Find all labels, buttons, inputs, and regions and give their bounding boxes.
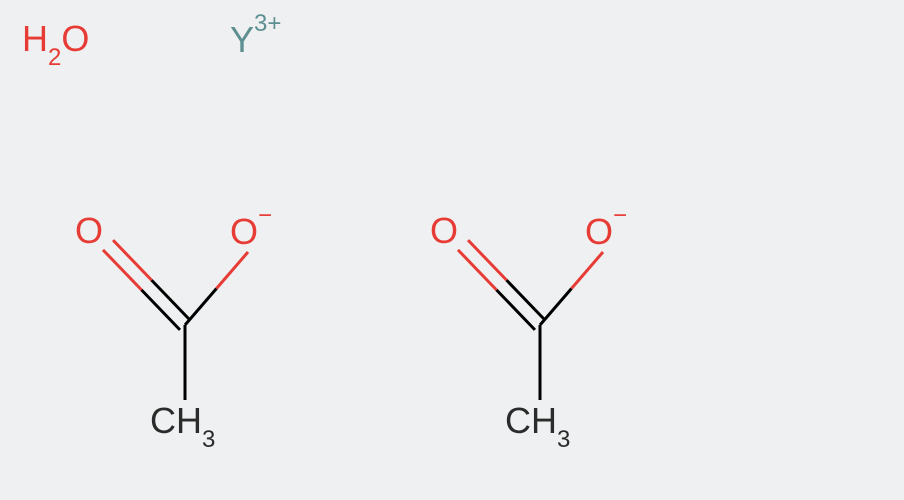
acetate2-ch3: CH3 xyxy=(505,400,570,448)
o-neg-charge: − xyxy=(258,202,272,229)
water-h: H xyxy=(22,18,48,59)
yttrium-charge: 3+ xyxy=(254,10,281,37)
acetate1-o-dbl: O xyxy=(75,210,103,252)
water-label: H2O xyxy=(22,18,89,66)
o-neg-charge-2: − xyxy=(613,202,627,229)
water-o: O xyxy=(61,18,89,59)
acetate1-ch3: CH3 xyxy=(150,400,215,448)
acetate2-o-neg: O− xyxy=(585,210,627,253)
ch3-sub: 3 xyxy=(202,426,215,453)
yttrium-label: Y3+ xyxy=(230,18,281,61)
o-neg-text: O xyxy=(230,211,258,252)
yttrium-symbol: Y xyxy=(230,19,254,60)
o-neg-text-2: O xyxy=(585,211,613,252)
ch3-sub-2: 3 xyxy=(557,426,570,453)
acetate2-o-dbl: O xyxy=(430,210,458,252)
acetate1-o-neg: O− xyxy=(230,210,272,253)
water-sub: 2 xyxy=(48,44,61,71)
ch3-c-2: CH xyxy=(505,400,557,441)
ch3-c: CH xyxy=(150,400,202,441)
o-dbl-text: O xyxy=(75,210,103,251)
o-dbl-text-2: O xyxy=(430,210,458,251)
